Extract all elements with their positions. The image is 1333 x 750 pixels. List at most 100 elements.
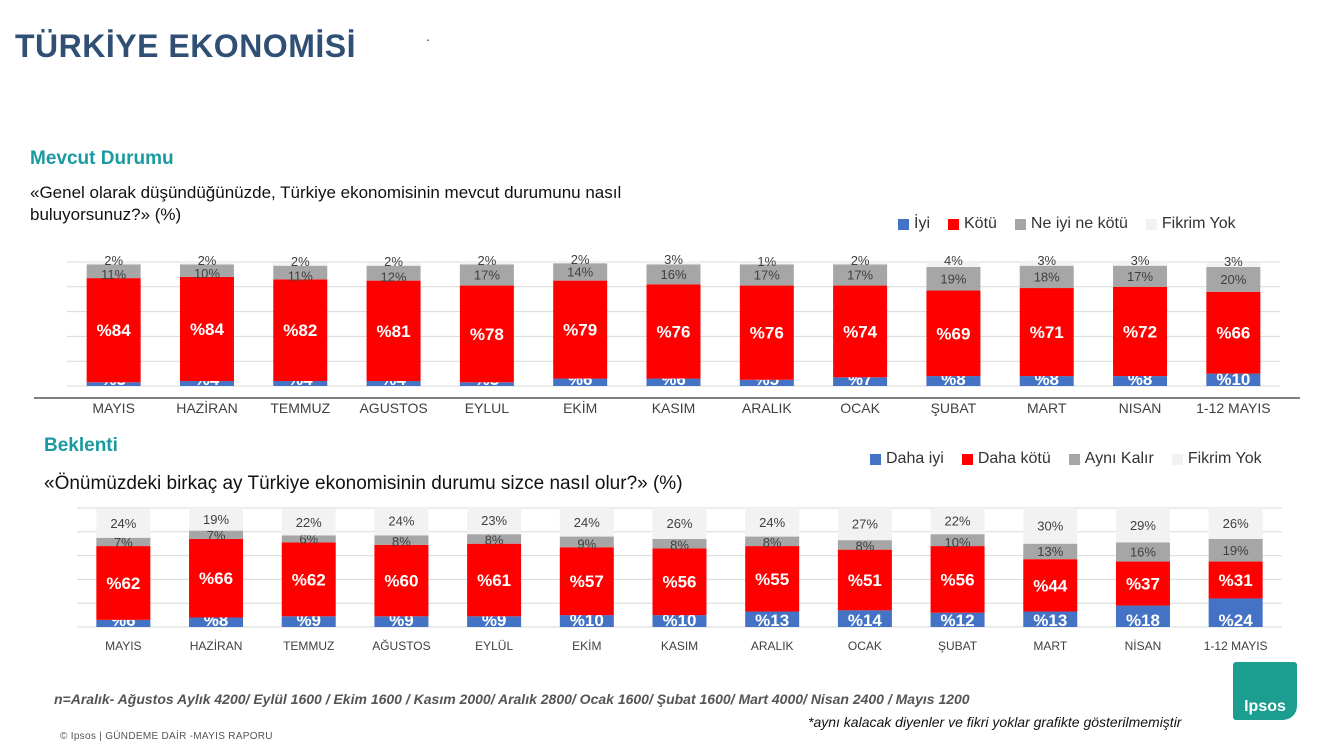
bar-segment <box>553 263 608 281</box>
bar-segment <box>559 508 614 537</box>
bar-segment <box>652 508 707 539</box>
bar-segment <box>1113 376 1168 386</box>
data-label: 26% <box>1223 516 1249 531</box>
category-label: MART <box>1027 400 1067 416</box>
bar-segment <box>179 276 234 382</box>
data-label: 2% <box>477 253 496 268</box>
bar-segment <box>739 285 794 380</box>
bar-segment <box>189 530 244 539</box>
data-label: %76 <box>656 322 690 341</box>
data-label: 22% <box>945 514 971 529</box>
data-label: %84 <box>190 320 225 339</box>
bar-segment <box>930 534 985 547</box>
data-label: 8% <box>670 537 689 552</box>
data-label: 14% <box>567 264 593 279</box>
data-label: 19% <box>940 271 966 286</box>
data-label: 24% <box>759 515 785 530</box>
category-label: OCAK <box>848 639 882 653</box>
category-label: HAZİRAN <box>190 639 243 653</box>
bar-segment <box>86 278 141 383</box>
data-label: 17% <box>1127 269 1153 284</box>
category-label: ARALIK <box>742 400 792 416</box>
data-label: 3% <box>1131 253 1150 268</box>
bar-segment <box>1115 561 1170 606</box>
bar-segment <box>1019 265 1074 289</box>
bar-segment <box>745 546 800 612</box>
category-label: NISAN <box>1119 400 1162 416</box>
data-label: 7% <box>114 535 133 550</box>
data-label: %57 <box>570 572 604 591</box>
data-label: 29% <box>1130 518 1156 533</box>
bar-segment <box>739 379 794 386</box>
data-label: %69 <box>936 324 970 343</box>
bar-segment <box>1208 561 1263 599</box>
bar-segment <box>1019 288 1074 377</box>
data-label: %60 <box>384 572 418 591</box>
category-label: 1-12 MAYIS <box>1204 639 1268 653</box>
sample-size-footnote: n=Aralık- Ağustos Aylık 4200/ Eylül 1600… <box>54 691 970 707</box>
category-label: AGUSTOS <box>359 400 427 416</box>
section1-question: «Genel olarak düşündüğünüzde, Türkiye ek… <box>30 183 622 224</box>
legend-label: Daha iyi <box>886 450 944 467</box>
bar-segment <box>837 549 892 611</box>
bar-segment <box>930 612 985 627</box>
data-label: 17% <box>754 268 780 283</box>
category-label: OCAK <box>840 400 880 416</box>
chart2-legend: Daha iyi Daha kötü Aynı Kalır Fikrim Yok <box>870 450 1262 468</box>
data-label: 8% <box>855 539 874 554</box>
legend-label: Fikrim Yok <box>1161 215 1236 232</box>
legend-item: Kötü <box>948 215 997 233</box>
data-label: %31 <box>1219 571 1253 590</box>
bar-segment <box>86 382 141 386</box>
data-label: 24% <box>574 515 600 530</box>
bar-segment <box>1113 286 1168 377</box>
data-label: 3% <box>664 252 683 267</box>
bar-segment <box>833 285 888 378</box>
bar-segment <box>1113 265 1168 287</box>
bar-segment <box>646 284 701 379</box>
legend-item: Daha kötü <box>961 450 1051 468</box>
bar-segment <box>646 264 701 285</box>
data-label: 2% <box>571 252 590 267</box>
bar-segment <box>86 262 141 265</box>
data-label: %82 <box>283 321 317 340</box>
legend-label: Daha kötü <box>977 450 1051 467</box>
category-label: ŞUBAT <box>931 400 977 416</box>
bar-segment <box>745 508 800 537</box>
bar-segment <box>273 265 328 280</box>
bar-segment <box>189 617 244 627</box>
data-label: 16% <box>1130 545 1156 560</box>
bar-segment <box>926 262 981 267</box>
copyright: © Ipsos | GÜNDEME DAİR -MAYIS RAPORU <box>60 731 273 742</box>
legend-item: Fikrim Yok <box>1145 215 1236 233</box>
legend-swatch <box>1171 453 1183 465</box>
data-label: 20% <box>1220 272 1246 287</box>
data-label: 22% <box>296 515 322 530</box>
data-label: %12 <box>941 611 975 630</box>
data-label: %24 <box>1219 611 1254 630</box>
bar-segment <box>739 264 794 286</box>
bar-segment <box>366 381 421 386</box>
bar-segment <box>281 509 336 536</box>
bar-segment <box>467 506 522 535</box>
category-label: 1-12 MAYIS <box>1196 400 1270 416</box>
ipsos-logo: Ipsos <box>1233 662 1297 720</box>
bar-segment <box>366 263 421 266</box>
data-label: 17% <box>474 268 500 283</box>
category-label: MAYIS <box>105 639 141 653</box>
category-label: KASIM <box>661 639 698 653</box>
bar-segment <box>1023 508 1078 544</box>
data-label: 10% <box>194 266 220 281</box>
bar-segment <box>366 280 421 382</box>
expectation-chart: %6%627%24%MAYIS%8%667%19%HAZİRAN%9%626%2… <box>77 506 1282 653</box>
data-label: 24% <box>110 516 136 531</box>
data-label: 2% <box>198 253 217 268</box>
bar-segment <box>459 382 514 386</box>
data-label: %10 <box>662 611 696 630</box>
bar-segment <box>179 264 234 277</box>
data-label: %55 <box>755 570 789 589</box>
legend-item: Daha iyi <box>870 450 944 468</box>
category-label: TEMMUZ <box>283 639 334 653</box>
data-label: %81 <box>377 322 411 341</box>
data-label: 26% <box>666 516 692 531</box>
